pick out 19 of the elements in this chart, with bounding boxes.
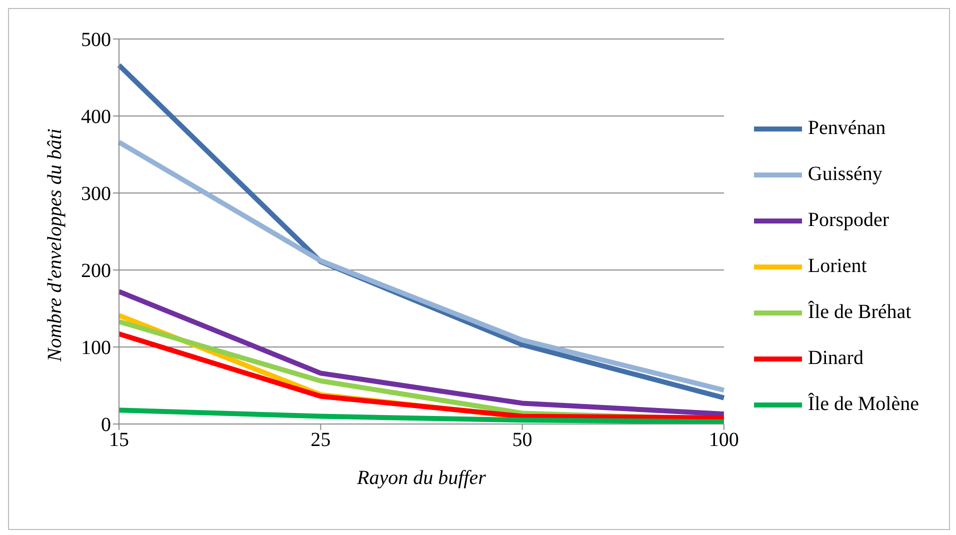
legend-label: Penvénan — [808, 117, 886, 140]
y-axis-title: Nombre d'enveloppes du bâti — [44, 128, 66, 362]
x-tick-label: 15 — [109, 429, 129, 452]
y-tick-label: 0 — [101, 414, 111, 436]
y-tick-label: 200 — [81, 260, 111, 282]
y-tick-label: 300 — [81, 183, 111, 206]
y-tick-label: 100 — [81, 337, 111, 360]
legend-label: Dinard — [808, 347, 864, 370]
legend-label: Guissény — [808, 163, 882, 186]
legend-label: Lorient — [808, 255, 867, 278]
legend-label: Île de Bréhat — [808, 301, 912, 324]
x-tick-label: 50 — [512, 429, 532, 452]
y-tick-label: 400 — [81, 106, 111, 128]
x-tick-label: 100 — [708, 429, 739, 452]
legend-label: Île de Molène — [808, 393, 919, 416]
x-axis-title: Rayon du buffer — [356, 467, 486, 489]
legend-label: Porspoder — [808, 209, 890, 232]
x-tick-label: 25 — [310, 429, 331, 452]
y-tick-label: 500 — [81, 29, 111, 52]
